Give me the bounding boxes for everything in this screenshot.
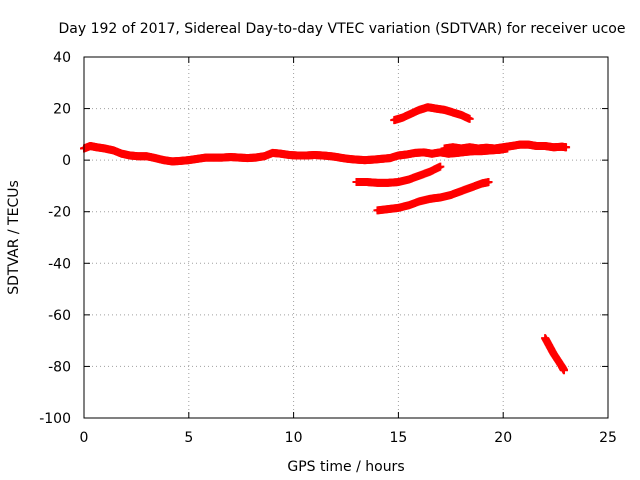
y-tick-label: -40: [48, 256, 71, 272]
plot-frame: [83, 56, 609, 419]
y-axis-label: SDTVAR / TECUs: [6, 180, 22, 295]
y-tick-label: -100: [39, 411, 71, 427]
series-track-2: [390, 103, 474, 125]
x-tick-label: 10: [285, 430, 303, 446]
series-track-5: [440, 140, 571, 153]
x-tick-label: 5: [184, 430, 193, 446]
x-tick-label: 0: [80, 430, 89, 446]
y-tick-label: 40: [53, 50, 71, 66]
data-point: [559, 366, 568, 375]
data-point: [484, 178, 493, 187]
data-point: [436, 162, 445, 171]
chart-title: Day 192 of 2017, Sidereal Day-to-day VTE…: [59, 21, 626, 37]
series-track-4: [373, 178, 493, 215]
y-tick-label: 0: [62, 153, 71, 169]
ticks: 0 5 10 15 20 25 -100 -80 -60 -40 -20 0 20 40: [39, 50, 617, 446]
y-tick-label: -60: [48, 308, 71, 324]
data-point: [465, 114, 474, 123]
x-tick-label: 25: [599, 430, 617, 446]
series-track-3: [352, 162, 445, 187]
y-tick-label: -20: [48, 205, 71, 221]
y-tick-label: 20: [53, 102, 71, 118]
series-track-1: [80, 141, 512, 166]
x-tick-label: 15: [389, 430, 407, 446]
data-point: [562, 143, 571, 152]
data-points: [80, 103, 571, 375]
y-tick-label: -80: [48, 359, 71, 375]
grid: [84, 57, 608, 418]
series-track-6: [541, 334, 568, 375]
x-tick-label: 20: [494, 430, 512, 446]
x-axis-label: GPS time / hours: [287, 459, 404, 475]
